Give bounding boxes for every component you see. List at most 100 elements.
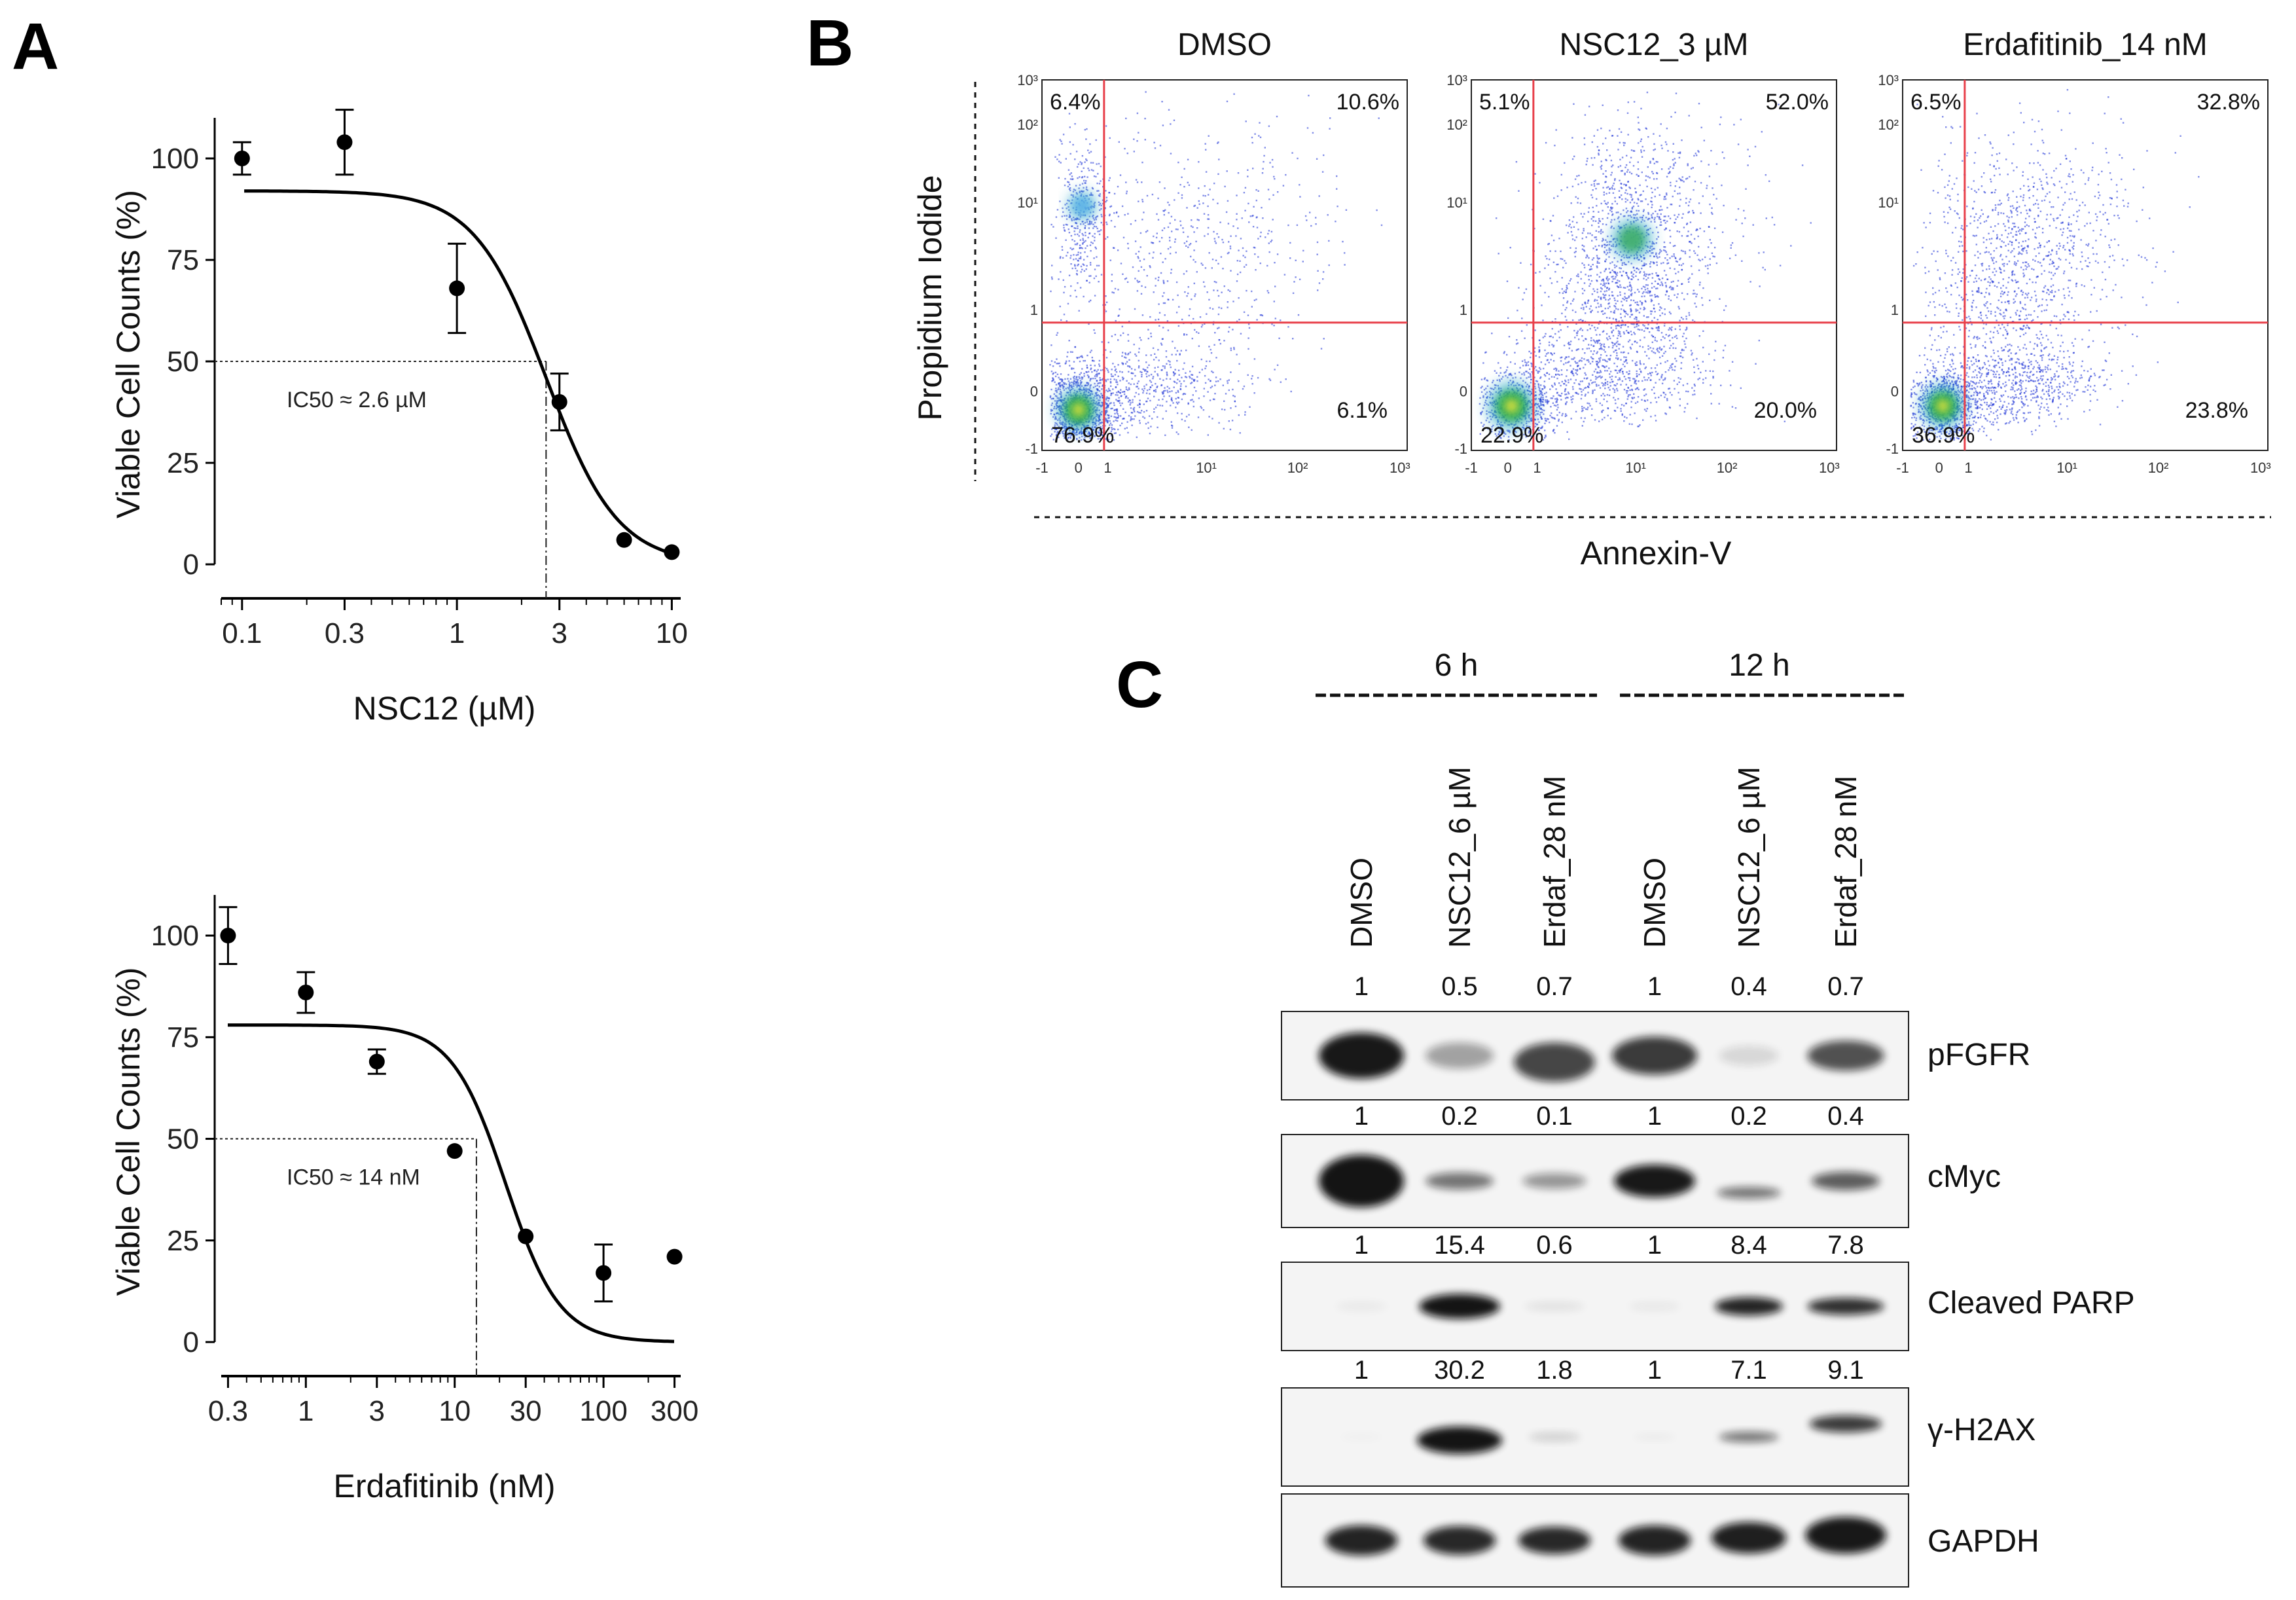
facs-event-dot bbox=[1100, 180, 1102, 182]
facs-event-dot bbox=[1712, 377, 1714, 379]
facs-event-dot bbox=[1177, 391, 1179, 393]
facs-event-dot bbox=[1520, 262, 1522, 264]
facs-event-dot bbox=[1668, 287, 1671, 289]
facs-event-dot bbox=[1162, 124, 1164, 126]
facs-event-dot bbox=[1122, 378, 1124, 380]
facs-event-dot bbox=[1215, 242, 1217, 244]
facs-event-dot bbox=[1656, 364, 1658, 366]
facs-event-dot bbox=[1496, 372, 1498, 374]
facs-event-dot bbox=[1185, 372, 1187, 374]
facs-event-dot bbox=[1187, 246, 1189, 248]
facs-event-dot bbox=[1611, 269, 1613, 271]
facs-event-dot bbox=[1218, 422, 1220, 424]
facs-event-dot bbox=[1183, 393, 1185, 395]
facs-event-dot bbox=[1712, 376, 1714, 378]
facs-event-dot bbox=[1486, 410, 1488, 412]
facs-event-dot bbox=[1067, 387, 1069, 389]
facs-event-dot bbox=[1623, 331, 1625, 333]
facs-event-dot bbox=[1699, 282, 1701, 283]
facs-event-dot bbox=[1204, 367, 1206, 370]
facs-event-dot bbox=[1162, 391, 1164, 393]
facs-event-dot bbox=[1111, 424, 1113, 426]
facs-event-dot bbox=[1676, 337, 1678, 339]
facs-event-dot bbox=[1168, 395, 1170, 397]
facs-event-dot bbox=[1607, 346, 1610, 348]
facs-event-dot bbox=[1215, 376, 1217, 378]
facs-event-dot bbox=[1134, 278, 1136, 280]
facs-event-dot bbox=[1236, 320, 1238, 323]
facs-event-dot bbox=[1583, 137, 1585, 139]
facs-event-dot bbox=[1078, 385, 1080, 387]
facs-event-dot bbox=[1645, 217, 1647, 219]
facs-event-dot bbox=[1104, 304, 1106, 306]
facs-event-dot bbox=[1629, 304, 1631, 306]
facs-event-dot bbox=[1665, 285, 1667, 288]
facs-event-dot bbox=[1657, 231, 1659, 234]
facs-event-dot bbox=[1342, 240, 1344, 243]
facs-event-dot bbox=[1611, 323, 1613, 325]
facs-event-dot bbox=[1531, 365, 1533, 367]
facs-event-dot bbox=[1632, 378, 1634, 380]
facs-event-dot bbox=[1597, 366, 1599, 368]
facs-event-dot bbox=[1555, 369, 1558, 372]
facs-event-dot bbox=[1616, 383, 1618, 385]
facs-event-dot bbox=[1571, 386, 1574, 388]
facs-event-dot bbox=[1257, 376, 1259, 379]
facs-event-dot bbox=[1644, 351, 1646, 353]
facs-event-dot bbox=[1062, 433, 1065, 435]
facs-plot-title: DMSO bbox=[1177, 27, 1272, 62]
facs-event-dot bbox=[1099, 397, 1101, 399]
facs-event-dot bbox=[1644, 367, 1646, 369]
facs-event-dot bbox=[1173, 374, 1175, 376]
facs-event-dot bbox=[1576, 221, 1578, 224]
facs-event-dot bbox=[1499, 428, 1501, 431]
facs-event-dot bbox=[1610, 249, 1612, 251]
facs-event-dot bbox=[1119, 399, 1121, 402]
facs-event-dot bbox=[1064, 229, 1066, 231]
facs-event-dot bbox=[1096, 374, 1098, 376]
facs-event-dot bbox=[1649, 217, 1651, 220]
facs-event-dot bbox=[1170, 268, 1173, 270]
facs-event-dot bbox=[1607, 213, 1609, 215]
facs-event-dot bbox=[1194, 293, 1196, 295]
facs-event-dot bbox=[1113, 212, 1115, 214]
facs-event-dot bbox=[1594, 220, 1597, 222]
facs-event-dot bbox=[1643, 330, 1645, 332]
facs-event-dot bbox=[1663, 392, 1665, 394]
facs-event-dot bbox=[1603, 191, 1605, 193]
facs-event-dot bbox=[1593, 180, 1595, 182]
facs-event-dot bbox=[1622, 371, 1624, 373]
facs-event-dot bbox=[1666, 399, 1668, 401]
facs-event-dot bbox=[1137, 256, 1139, 258]
facs-event-dot bbox=[1608, 256, 1610, 258]
y-tick-label: 0 bbox=[183, 1326, 199, 1358]
facs-event-dot bbox=[1691, 273, 1693, 275]
facs-event-dot bbox=[1647, 203, 1649, 206]
facs-event-dot bbox=[1171, 425, 1174, 427]
facs-event-dot bbox=[1590, 194, 1592, 196]
facs-event-dot bbox=[1164, 314, 1166, 316]
facs-event-dot bbox=[1058, 177, 1060, 179]
facs-event-dot bbox=[1091, 187, 1094, 189]
facs-event-dot bbox=[1069, 385, 1071, 387]
facs-event-dot bbox=[1081, 232, 1083, 235]
facs-event-dot bbox=[1639, 216, 1641, 219]
facs-event-dot bbox=[1564, 397, 1567, 399]
facs-event-dot bbox=[1633, 323, 1635, 325]
facs-event-dot bbox=[1259, 263, 1261, 264]
facs-event-dot bbox=[1136, 112, 1139, 115]
facs-event-dot bbox=[1509, 373, 1511, 375]
facs-event-dot bbox=[1100, 204, 1102, 207]
facs-event-dot bbox=[1138, 200, 1139, 202]
facs-event-dot bbox=[1566, 431, 1568, 433]
facs-event-dot bbox=[1204, 323, 1206, 325]
facs-event-dot bbox=[1604, 346, 1606, 348]
facs-event-dot bbox=[1626, 210, 1629, 212]
facs-event-dot bbox=[1160, 342, 1162, 344]
facs-event-dot bbox=[1545, 375, 1547, 377]
facs-event-dot bbox=[1624, 198, 1626, 200]
facs-event-dot bbox=[1534, 418, 1536, 421]
facs-event-dot bbox=[1177, 192, 1179, 194]
facs-event-dot bbox=[1601, 411, 1603, 413]
facs-event-dot bbox=[1570, 302, 1572, 305]
